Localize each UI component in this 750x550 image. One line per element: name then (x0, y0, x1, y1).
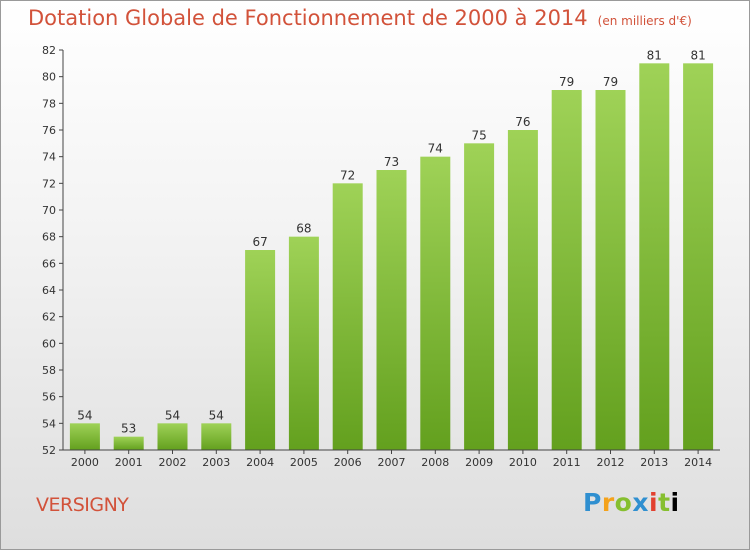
x-tick-label: 2001 (115, 456, 143, 469)
chart-title: Dotation Globale de Fonctionnement de 20… (28, 6, 588, 30)
bar (420, 156, 451, 450)
x-tick-label: 2013 (640, 456, 668, 469)
bar (245, 250, 276, 450)
bar-value-label: 75 (471, 128, 486, 142)
bar (201, 423, 232, 450)
bar (376, 170, 407, 450)
x-axis: 2000 2001 2002 2003 2004 2005 2006 2007 2008 2009… (63, 449, 720, 469)
bar (464, 143, 495, 451)
bar (288, 236, 319, 450)
logo-letter: r (601, 488, 615, 517)
y-axis: 52 54 56 58 60 62 64 66 68 70 72 74 76 78 80 82 (42, 44, 64, 457)
x-tick-label: 2014 (684, 456, 712, 469)
bar-value-label: 81 (647, 48, 662, 62)
y-tick-label: 70 (42, 204, 56, 217)
y-tick-label: 76 (42, 124, 56, 137)
x-tick-label: 2004 (246, 456, 274, 469)
bar-value-label: 68 (296, 222, 311, 236)
x-tick-label: 2011 (553, 456, 581, 469)
bar-value-label: 73 (384, 155, 399, 169)
x-tick-label: 2000 (71, 456, 99, 469)
y-tick-label: 82 (42, 44, 56, 57)
chart-title-block: Dotation Globale de Fonctionnement de 20… (28, 6, 692, 30)
x-tick-label: 2012 (597, 456, 625, 469)
logo-letter: P (583, 488, 602, 517)
bar (639, 63, 670, 450)
bar-value-label: 67 (252, 235, 267, 249)
logo-letter: x (632, 488, 649, 517)
y-tick-label: 60 (42, 337, 56, 350)
bar-value-label: 79 (603, 75, 618, 89)
bar-value-label: 54 (77, 408, 92, 422)
bar-value-label: 81 (690, 48, 705, 62)
bar (69, 423, 100, 450)
bar-value-label: 54 (165, 408, 180, 422)
bar-value-label: 74 (428, 142, 443, 156)
bar-value-label: 79 (559, 75, 574, 89)
bar (507, 130, 538, 450)
logo-letter: i (670, 488, 680, 517)
x-tick-label: 2009 (465, 456, 493, 469)
y-tick-label: 68 (42, 231, 56, 244)
y-tick-label: 78 (42, 97, 56, 110)
bar (113, 436, 144, 450)
x-tick-label: 2008 (421, 456, 449, 469)
town-name: VERSIGNY (36, 494, 129, 516)
y-tick-label: 80 (42, 71, 56, 84)
x-tick-label: 2006 (334, 456, 362, 469)
bar (595, 90, 626, 450)
logo-letter: i (649, 488, 659, 517)
y-tick-label: 64 (42, 284, 56, 297)
y-tick-label: 52 (42, 444, 56, 457)
y-tick-label: 62 (42, 311, 56, 324)
y-tick-label: 66 (42, 257, 56, 270)
y-tick-label: 54 (42, 417, 56, 430)
logo-letter: t (658, 488, 671, 517)
bar (683, 63, 714, 450)
bars: 54 53 54 54 67 68 72 73 74 75 76 79 79 81 81 (69, 48, 714, 451)
bar (551, 90, 582, 450)
bar-value-label: 72 (340, 168, 355, 182)
y-tick-label: 56 (42, 391, 56, 404)
x-tick-label: 2003 (202, 456, 230, 469)
logo-letter: o (614, 488, 633, 517)
x-tick-label: 2005 (290, 456, 318, 469)
y-tick-label: 58 (42, 364, 56, 377)
chart-subtitle: (en milliers d'€) (597, 14, 692, 28)
y-tick-label: 74 (42, 151, 56, 164)
bar (332, 183, 363, 451)
y-tick-label: 72 (42, 177, 56, 190)
x-tick-label: 2007 (378, 456, 406, 469)
bar-value-label: 54 (209, 408, 224, 422)
bar-value-label: 53 (121, 422, 136, 436)
bar (157, 423, 188, 450)
x-tick-label: 2002 (159, 456, 187, 469)
bar-value-label: 76 (515, 115, 530, 129)
proxiti-logo: Proxiti (583, 488, 680, 517)
x-tick-label: 2010 (509, 456, 537, 469)
